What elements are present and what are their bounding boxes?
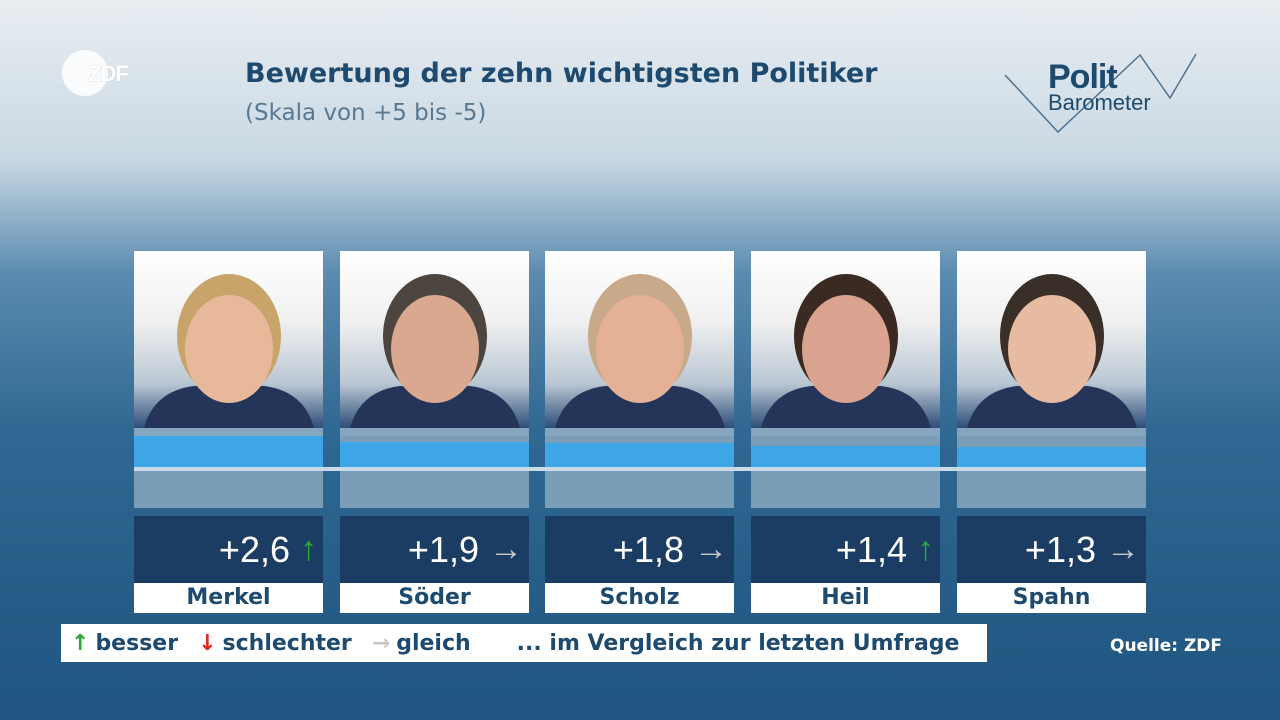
rating-bar [545,442,734,468]
legend: ↑ besser ↓ schlechter → gleich ... im Vergl… [61,624,987,662]
politician-name: Söder [340,583,529,613]
rating-value: +1,3 → [957,516,1146,583]
rating-value: +1,9 → [340,516,529,583]
politician-photo [751,251,940,428]
chart-title: Bewertung der zehn wichtigsten Politiker [245,58,878,89]
zero-line [134,467,1146,471]
politician-photo [957,251,1146,428]
chart-subtitle: (Skala von +5 bis -5) [245,100,487,126]
politician-photo [545,251,734,428]
trend-up-icon: ↑ [917,530,934,568]
politician-column: +1,4 ↑ Heil [751,251,940,613]
arrow-down-icon: ↓ [198,630,217,656]
politician-name: Spahn [957,583,1146,613]
politician-photo [340,251,529,428]
politician-column: +1,3 → Spahn [957,251,1146,613]
arrow-right-icon: → [371,630,391,656]
politician-column: +1,9 → Söder [340,251,529,613]
trend-same-icon: → [694,530,728,568]
rating-value: +1,8 → [545,516,734,583]
legend-better: besser [95,630,179,656]
arrow-up-icon: ↑ [71,630,90,656]
politbarometer-logo: Polit Barometer [1000,50,1200,140]
source: Quelle: ZDF [1110,636,1223,656]
trend-same-icon: → [489,530,523,568]
trend-up-icon: ↑ [300,530,317,568]
rating-bar [340,441,529,468]
legend-same: gleich [396,630,471,656]
legend-note: ... im Vergleich zur letzten Umfrage [516,630,960,656]
politician-column: +2,6 ↑ Merkel [134,251,323,613]
trend-same-icon: → [1106,530,1140,568]
zdf-logo: ZDF [62,50,129,96]
legend-worse: schlechter [222,630,352,656]
rating-value: +1,4 ↑ [751,516,940,583]
politician-column: +1,8 → Scholz [545,251,734,613]
politician-name: Merkel [134,583,323,613]
rating-bar [957,446,1146,468]
politician-name: Scholz [545,583,734,613]
rating-value: +2,6 ↑ [134,516,323,583]
rating-bar [134,436,323,468]
politician-photo [134,251,323,428]
rating-bar [751,445,940,468]
politician-name: Heil [751,583,940,613]
